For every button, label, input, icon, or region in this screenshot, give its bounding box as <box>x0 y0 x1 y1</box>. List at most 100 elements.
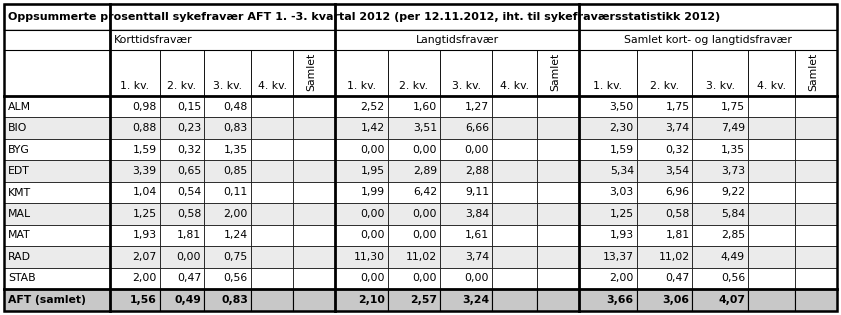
Text: 0,32: 0,32 <box>665 145 690 155</box>
Bar <box>692 246 748 267</box>
Bar <box>440 225 492 246</box>
Text: 3,24: 3,24 <box>462 295 489 305</box>
Bar <box>637 289 692 311</box>
Text: 0,65: 0,65 <box>177 166 201 176</box>
Bar <box>440 50 492 96</box>
Bar <box>579 246 637 267</box>
Bar <box>251 246 294 267</box>
Text: 3,84: 3,84 <box>465 209 489 219</box>
Text: 0,15: 0,15 <box>177 102 201 112</box>
Bar <box>388 139 440 160</box>
Text: 1,59: 1,59 <box>133 145 156 155</box>
Bar <box>160 182 204 203</box>
Text: 0,00: 0,00 <box>412 209 437 219</box>
Bar <box>440 139 492 160</box>
Bar <box>492 139 537 160</box>
Bar <box>109 267 160 289</box>
Text: 1,42: 1,42 <box>361 123 384 133</box>
Text: 0,00: 0,00 <box>412 273 437 283</box>
Text: 1,60: 1,60 <box>413 102 437 112</box>
Text: 9,11: 9,11 <box>465 187 489 198</box>
Text: ALM: ALM <box>8 102 31 112</box>
Bar <box>440 246 492 267</box>
Text: 5,34: 5,34 <box>610 166 634 176</box>
Bar <box>388 160 440 182</box>
Bar <box>160 160 204 182</box>
Bar <box>692 50 748 96</box>
Text: 0,56: 0,56 <box>721 273 745 283</box>
Bar <box>204 267 251 289</box>
Bar <box>251 267 294 289</box>
Text: 0,32: 0,32 <box>177 145 201 155</box>
Bar <box>388 117 440 139</box>
Bar <box>336 267 388 289</box>
Text: 1,25: 1,25 <box>610 209 634 219</box>
Text: 1,25: 1,25 <box>133 209 156 219</box>
Bar <box>795 50 837 96</box>
Text: 3,50: 3,50 <box>610 102 634 112</box>
Text: 2,00: 2,00 <box>132 273 156 283</box>
Bar <box>492 50 537 96</box>
Bar <box>160 225 204 246</box>
Text: 3,39: 3,39 <box>133 166 156 176</box>
Bar <box>795 117 837 139</box>
Text: 6,66: 6,66 <box>465 123 489 133</box>
Text: Samlet: Samlet <box>306 53 316 91</box>
Text: 11,02: 11,02 <box>406 252 437 262</box>
Bar <box>160 139 204 160</box>
Text: 2,57: 2,57 <box>410 295 437 305</box>
Text: 1,75: 1,75 <box>721 102 745 112</box>
Text: Samlet: Samlet <box>550 53 560 91</box>
Bar <box>388 203 440 225</box>
Bar <box>440 267 492 289</box>
Bar <box>579 117 637 139</box>
Text: 0,11: 0,11 <box>224 187 248 198</box>
Bar <box>537 160 579 182</box>
Text: 3,54: 3,54 <box>665 166 690 176</box>
Text: KMT: KMT <box>8 187 31 198</box>
Text: 11,02: 11,02 <box>659 252 690 262</box>
Bar <box>637 203 692 225</box>
Text: RAD: RAD <box>8 252 31 262</box>
Bar <box>160 203 204 225</box>
Bar <box>294 289 336 311</box>
Bar <box>336 50 388 96</box>
Text: 2. kv.: 2. kv. <box>650 81 680 91</box>
Bar <box>579 225 637 246</box>
Bar <box>336 117 388 139</box>
Bar <box>795 267 837 289</box>
Bar <box>294 203 336 225</box>
Bar <box>109 246 160 267</box>
Bar <box>4 182 109 203</box>
Bar <box>440 182 492 203</box>
Bar <box>336 30 579 50</box>
Bar <box>748 160 795 182</box>
Bar <box>637 50 692 96</box>
Bar <box>388 267 440 289</box>
Bar <box>537 203 579 225</box>
Text: 0,75: 0,75 <box>224 252 248 262</box>
Bar <box>795 139 837 160</box>
Bar <box>748 117 795 139</box>
Bar <box>204 289 251 311</box>
Text: 1,35: 1,35 <box>224 145 248 155</box>
Text: 3,66: 3,66 <box>606 295 634 305</box>
Bar <box>4 203 109 225</box>
Text: 1. kv.: 1. kv. <box>594 81 622 91</box>
Text: 1,56: 1,56 <box>130 295 156 305</box>
Bar <box>795 225 837 246</box>
Text: 0,00: 0,00 <box>465 145 489 155</box>
Bar <box>692 96 748 117</box>
Bar <box>537 225 579 246</box>
Bar <box>795 96 837 117</box>
Text: 1,81: 1,81 <box>665 230 690 240</box>
Bar <box>692 267 748 289</box>
Bar <box>336 96 388 117</box>
Text: 3. kv.: 3. kv. <box>706 81 735 91</box>
Bar <box>579 139 637 160</box>
Bar <box>4 50 109 96</box>
Text: Korttidsfravær: Korttidsfravær <box>114 35 193 45</box>
Bar <box>294 117 336 139</box>
Bar <box>251 160 294 182</box>
Bar <box>251 182 294 203</box>
